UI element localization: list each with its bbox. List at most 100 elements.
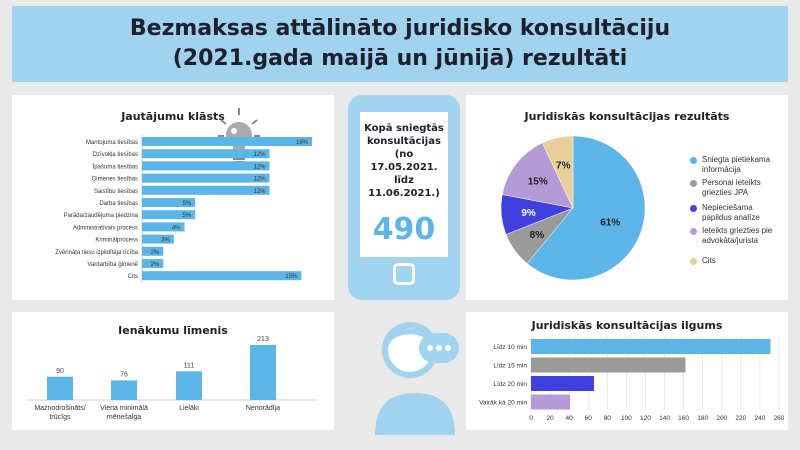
topics-category-label: Cits [128, 274, 138, 280]
topics-bar [142, 259, 164, 268]
duration-tick-label: 60 [585, 415, 593, 422]
duration-tick-label: 260 [774, 415, 785, 422]
income-bar [176, 371, 202, 400]
duration-tick-label: 220 [735, 415, 746, 422]
income-chart-title: Ienākumu līmenis [118, 324, 228, 337]
pie-slice [501, 142, 574, 209]
income-category-label: Viena minimālā mēnešalga [100, 405, 148, 421]
topics-value-label: 5% [182, 201, 191, 207]
topics-bar [142, 173, 270, 183]
income-value-label: 76 [120, 371, 128, 378]
duration-tick-label: 120 [640, 415, 651, 422]
total-label-line-2: konsultācijas [367, 136, 441, 147]
income-bar [47, 376, 73, 400]
legend-swatch [690, 157, 697, 164]
topics-bar [142, 234, 174, 244]
topics-category-label: Zvērināta tiesu izpildītāja rīcība [55, 250, 138, 256]
duration-tick-label: 80 [604, 415, 612, 422]
duration-chart-title: Juridiskās konsultācijas ilgums [531, 319, 723, 332]
topics-bar [142, 149, 270, 159]
topics-bar [142, 271, 302, 281]
duration-tick-label: 0 [529, 415, 533, 422]
duration-tick-label: 140 [659, 415, 670, 422]
topics-value-label: 15% [285, 274, 298, 280]
duration-bar [531, 339, 771, 354]
income-bar [111, 380, 137, 400]
topics-panel: Jautājumu klāsts Mantojuma tiesības 16% Dz… [12, 95, 334, 300]
topics-bar [142, 185, 270, 195]
topics-value-label: 12% [253, 177, 266, 183]
page-title-line-1: Bezmaksas attālināto juridisko konsultāc… [129, 16, 671, 41]
legend-swatch [690, 228, 697, 235]
topics-bar [142, 198, 196, 207]
pie-value-label: 61% [600, 217, 620, 228]
income-value-label: 111 [184, 362, 195, 369]
topics-value-label: 2% [151, 250, 160, 256]
legend-label: Nepieciešama papildus analīze [702, 203, 760, 222]
topics-category-label: Dzīvokļa tiesības [93, 152, 138, 158]
topics-chart: Mantojuma tiesības 16% Dzīvokļa tiesības 12… [55, 108, 312, 284]
topics-bar [142, 137, 312, 146]
topics-bar [142, 210, 196, 220]
income-value-label: 90 [56, 368, 64, 375]
legend-item: Personai ieteikts griezties JPA [690, 178, 782, 198]
duration-category-label: Līdz 20 min [493, 381, 527, 388]
duration-tick-label: 200 [716, 415, 727, 422]
income-bar [250, 345, 276, 400]
person-chat-icon [375, 322, 459, 435]
duration-tick-label: 160 [678, 415, 689, 422]
duration-bar [531, 357, 686, 373]
pie-slice [542, 135, 574, 209]
header-banner: Bezmaksas attālināto juridisko konsultāc… [12, 6, 788, 82]
duration-tick-label: 100 [621, 415, 632, 422]
legend-label: Personai ieteikts griezties JPA [702, 178, 761, 197]
pie-value-label: 7% [556, 160, 571, 171]
duration-tick-label: 40 [566, 415, 574, 422]
income-chart: 90 Maznodrošināts/trūcīgs 76 Viena minimālā… [27, 336, 317, 421]
topics-category-label: Ģimenes tiesības [92, 177, 138, 183]
topics-category-label: Administratīvais process [73, 225, 138, 231]
results-chart-title: Juridiskās konsultācijas rezultāts [524, 110, 730, 123]
topics-category-label: Vardarbība ģimenē [87, 261, 138, 268]
topics-bar [142, 246, 164, 256]
legend-swatch [690, 205, 697, 212]
page-title-line-2: (2021.gada maijā un jūnijā) rezultāti [172, 46, 628, 71]
pie-value-label: 8% [530, 230, 545, 241]
duration-tick-label: 20 [546, 415, 554, 422]
phone-screen: Kopā sniegtās konsultācijas (no 17.05.20… [360, 112, 448, 257]
legend-item: Cits [690, 256, 782, 266]
topics-value-label: 4% [172, 225, 181, 231]
income-category-label: Maznodrošināts/trūcīgs [34, 405, 85, 421]
duration-chart: 0 20 40 60 80 100 120 140 160 180 200 220 240 260 Līdz… [479, 336, 785, 422]
legend-item: Sniegta pietiekama informācija [690, 155, 782, 175]
duration-bar [531, 376, 594, 391]
topics-value-label: 5% [182, 213, 191, 219]
topics-category-label: Kriminālprocess [95, 238, 138, 244]
phone-home-button-icon [393, 263, 415, 285]
legend-item: Ieteikts griezties pie advokāta/jurista [690, 226, 782, 246]
legend-swatch [690, 258, 697, 265]
legend-item: Nepieciešama papildus analīze [690, 203, 782, 223]
income-panel: Ienākumu līmenis 90 Maznodrošināts/trūcīg… [12, 312, 334, 430]
total-label-line-4: līdz 11.06.2021.) [368, 175, 440, 199]
topics-value-label: 12% [253, 189, 266, 195]
topics-category-label: Saistību tiesības [94, 189, 138, 195]
pie-value-label: 15% [528, 177, 548, 188]
income-category-label: Lielāki [179, 405, 199, 412]
topics-category-label: Parāda/zaudējuma piedziņa [64, 213, 139, 219]
duration-tick-label: 180 [697, 415, 708, 422]
pie-value-label: 9% [521, 208, 536, 219]
income-category-label: Nenorādīja [246, 405, 280, 412]
topics-chart-title: Jautājumu klāsts [121, 110, 225, 123]
duration-bar [531, 394, 571, 410]
legend-label: Sniegta pietiekama informācija [702, 155, 771, 174]
pie-slice [526, 135, 646, 281]
duration-category-label: Līdz 10 min [493, 344, 527, 351]
topics-value-label: 3% [161, 238, 170, 244]
topics-bar [142, 161, 270, 171]
topics-category-label: Mantojuma tiesības [86, 140, 138, 146]
results-panel: Juridiskās konsultācijas rezultāts 61% 8%… [466, 95, 788, 300]
topics-bar [142, 222, 185, 232]
duration-category-label: Līdz 15 min [493, 363, 527, 370]
total-label-line-3: (no 17.05.2021. [370, 149, 438, 173]
